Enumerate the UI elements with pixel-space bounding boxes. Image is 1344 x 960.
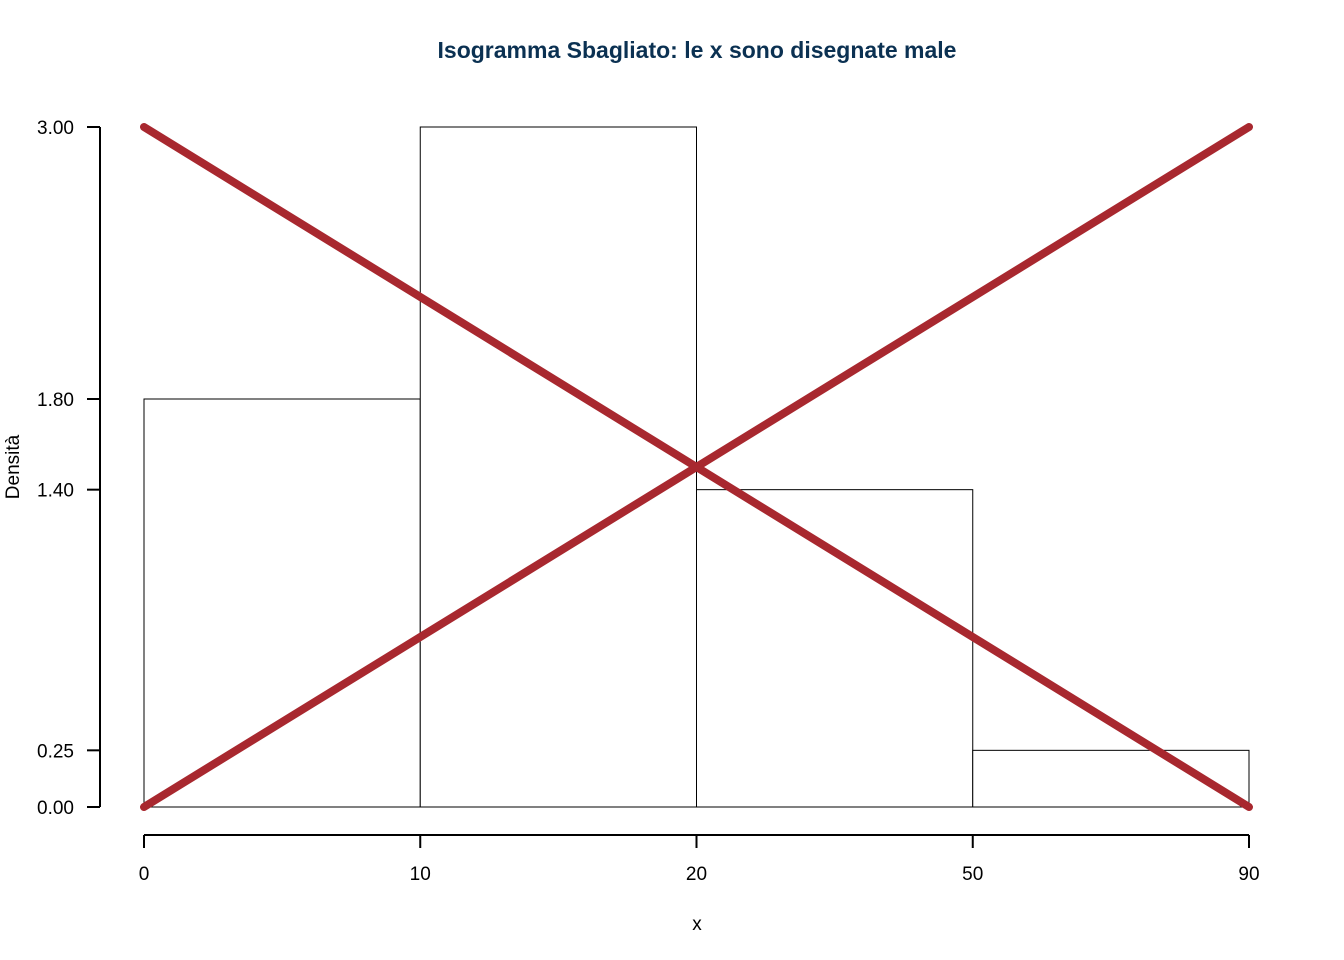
y-tick-label: 0.00 <box>37 798 74 819</box>
bar-0-10 <box>143 398 421 808</box>
x-axis: 0 10 20 50 90 <box>139 834 1260 885</box>
bar-10-20 <box>419 126 697 808</box>
y-axis-label: Densità <box>3 434 24 499</box>
x-tick-label: 10 <box>410 864 431 885</box>
bars-group <box>143 126 1250 808</box>
y-tick-label: 0.25 <box>37 741 74 762</box>
x-axis-label: x <box>692 914 702 935</box>
y-tick-label: 3.00 <box>37 118 74 139</box>
y-tick-label: 1.40 <box>37 481 74 502</box>
cross-out-line-2 <box>140 123 1253 811</box>
x-tick-label: 0 <box>139 864 150 885</box>
x-tick-label: 20 <box>686 864 707 885</box>
chart-title: Isogramma Sbagliato: le x sono disegnate… <box>438 37 957 63</box>
y-axis: 0.00 0.25 1.40 1.80 3.00 <box>37 118 101 819</box>
x-tick-label: 90 <box>1238 864 1259 885</box>
y-tick-label: 1.80 <box>37 390 74 411</box>
bar-20-50 <box>696 489 974 808</box>
x-tick-label: 50 <box>962 864 983 885</box>
cross-out-annotations <box>140 123 1253 811</box>
